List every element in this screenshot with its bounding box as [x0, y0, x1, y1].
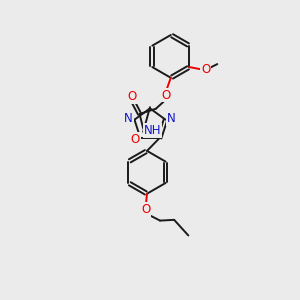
- Text: O: O: [130, 133, 140, 146]
- Text: O: O: [201, 63, 210, 76]
- Text: N: N: [124, 112, 133, 125]
- Text: O: O: [128, 90, 137, 103]
- Text: N: N: [167, 112, 176, 125]
- Text: O: O: [161, 88, 170, 101]
- Text: NH: NH: [144, 124, 161, 137]
- Text: O: O: [141, 203, 151, 216]
